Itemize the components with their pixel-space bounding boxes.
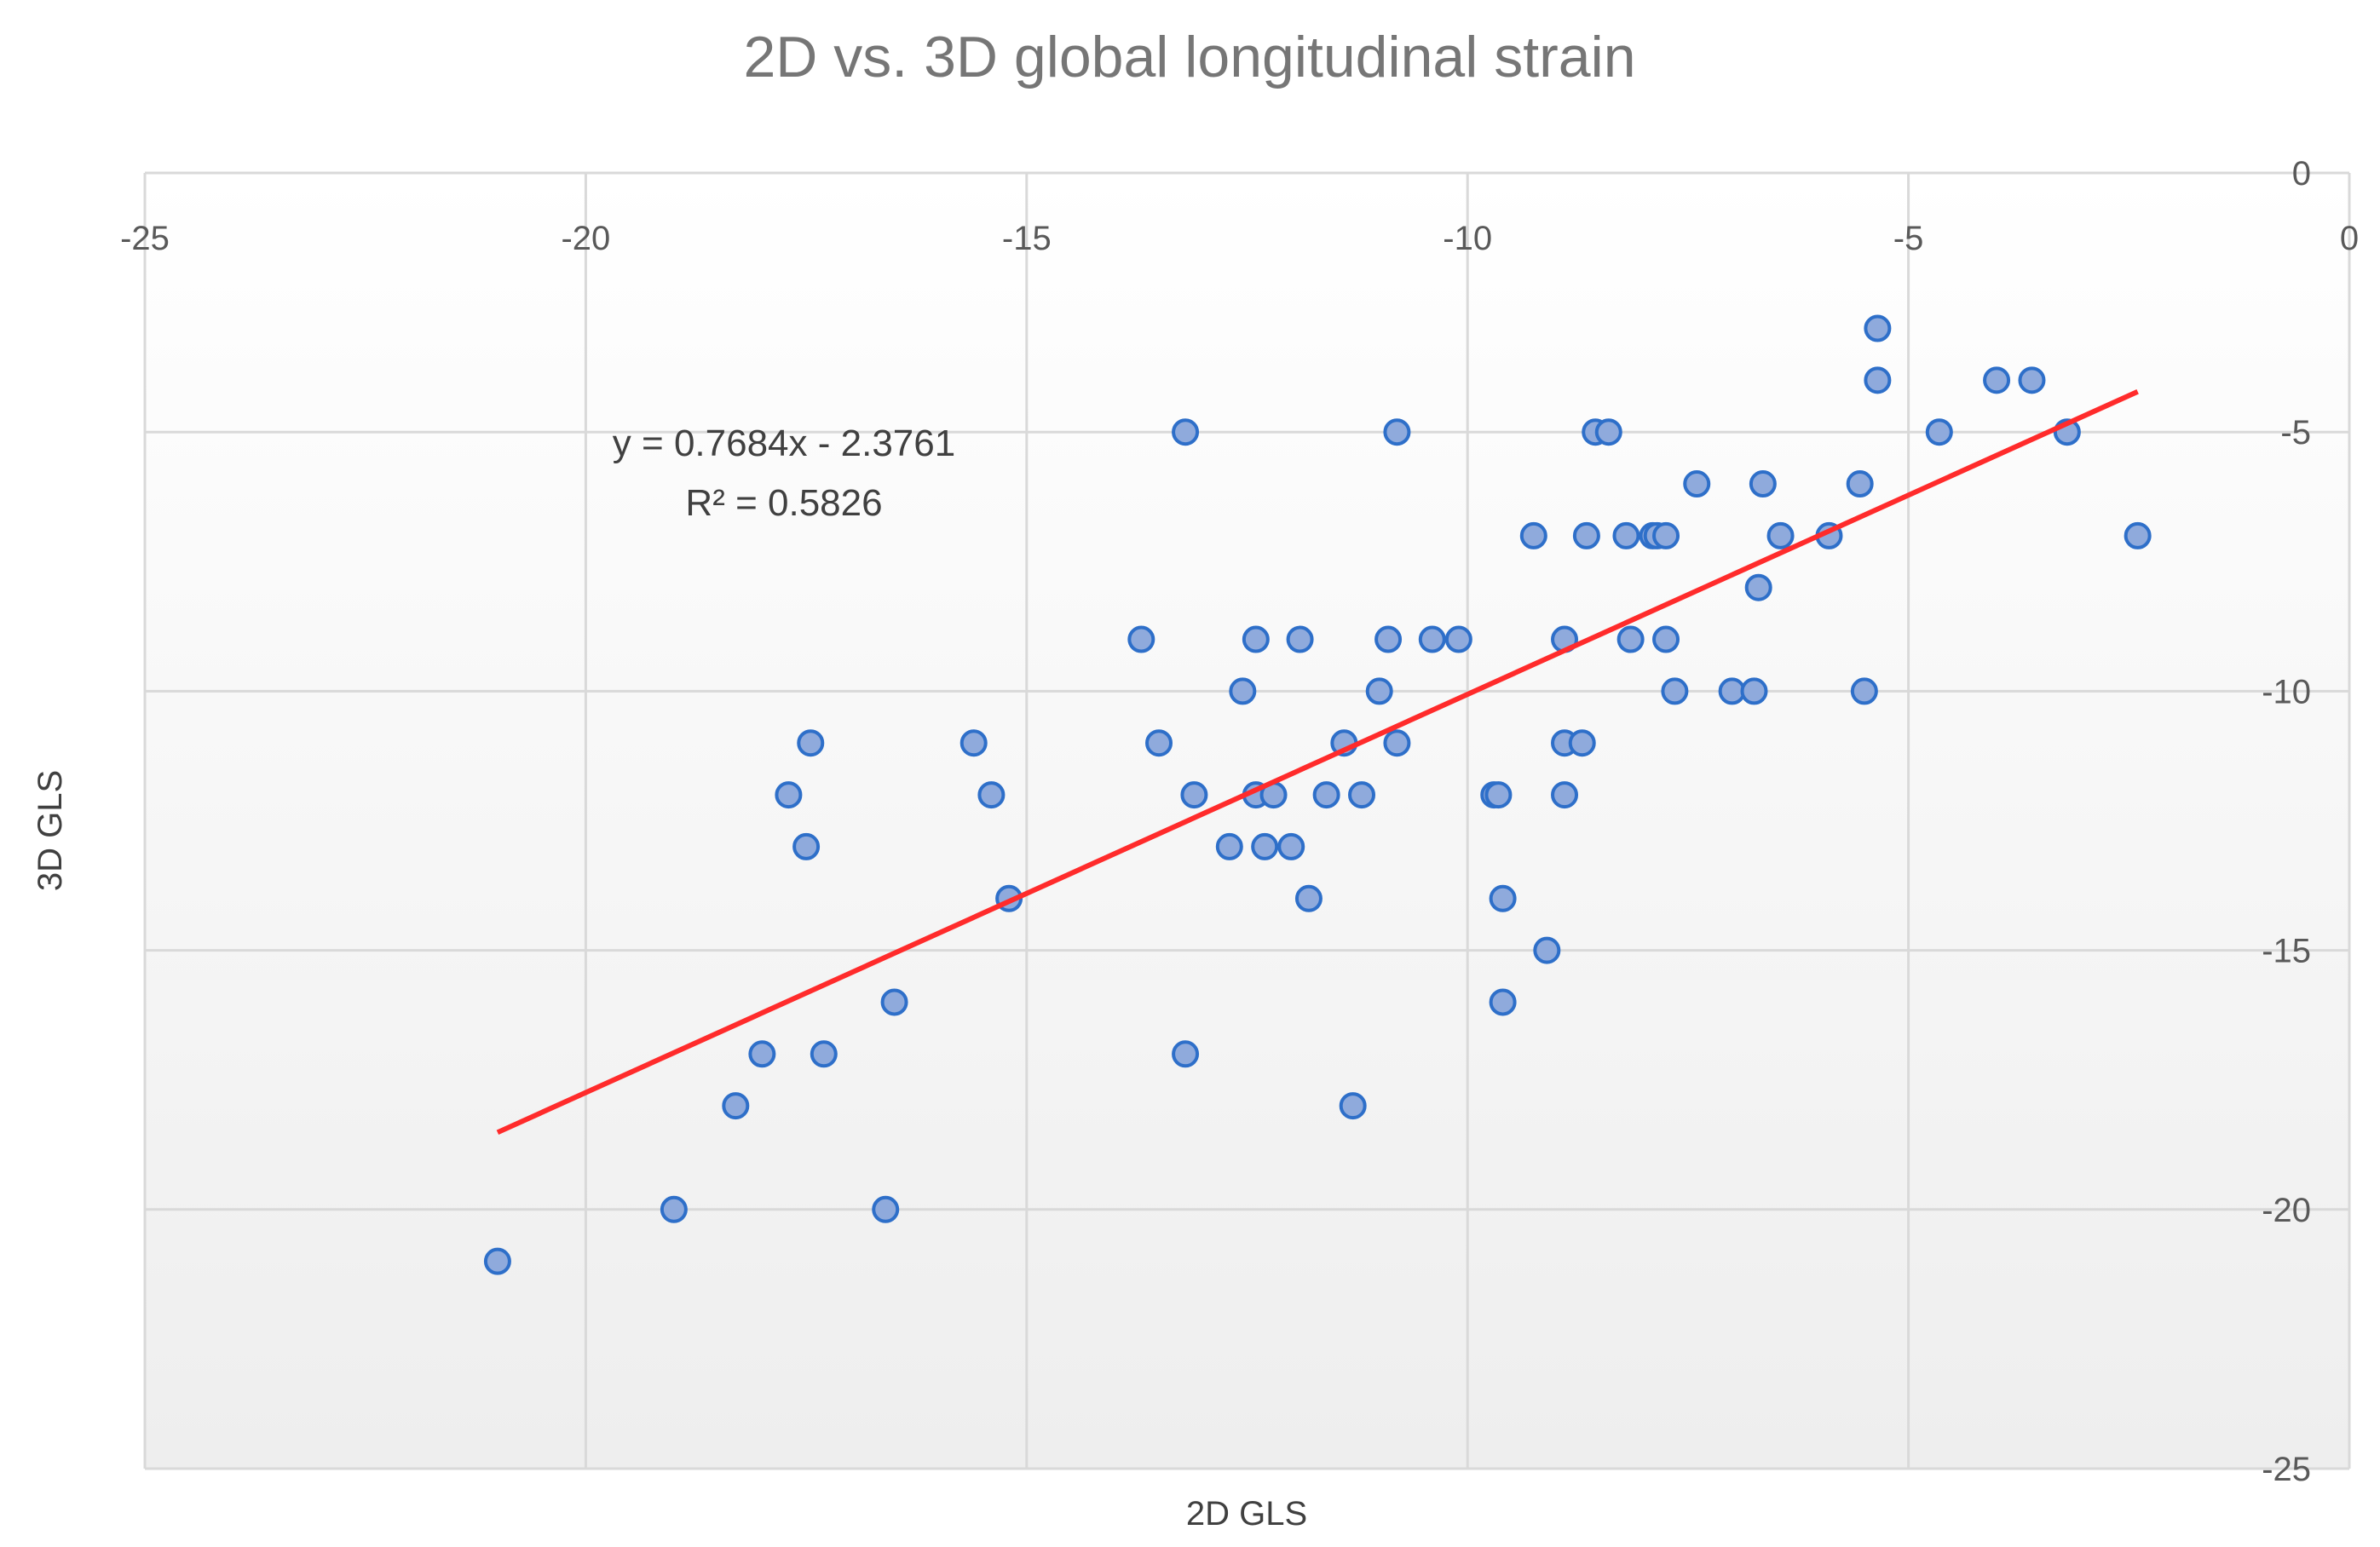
data-point — [1242, 625, 1270, 653]
data-point — [1180, 781, 1208, 809]
data-point — [1229, 677, 1257, 705]
data-point — [1172, 418, 1200, 446]
data-point — [1374, 625, 1403, 653]
data-point — [810, 1040, 838, 1068]
data-point — [1744, 573, 1772, 601]
data-point — [1519, 521, 1547, 549]
x-tick-label: 0 — [2340, 220, 2359, 257]
data-point — [1277, 832, 1305, 860]
data-point — [1312, 781, 1340, 809]
data-point — [1925, 418, 1953, 446]
data-point — [1251, 832, 1279, 860]
data-point — [748, 1040, 776, 1068]
data-points — [483, 314, 2152, 1275]
data-point — [1339, 1092, 1367, 1120]
y-axis-title: 3D GLS — [32, 770, 69, 891]
data-point — [1551, 781, 1579, 809]
data-point — [1418, 625, 1446, 653]
tick-labels: -25 -20 -15 -10 -5 00 -5 -10 -15 -20 -25 — [120, 155, 2359, 1488]
data-point — [775, 781, 803, 809]
x-tick-label: -20 — [561, 220, 610, 257]
trendline-equation: y = 0.7684x - 2.3761 — [613, 423, 955, 464]
trendline-r-squared: R² = 0.5826 — [685, 482, 882, 524]
data-point — [1864, 366, 1892, 394]
data-point — [1348, 781, 1376, 809]
y-tick-label: -15 — [2262, 933, 2311, 970]
data-point — [1484, 781, 1513, 809]
y-tick-label: -20 — [2262, 1192, 2311, 1229]
chart-title: 2D vs. 3D global longitudinal strain — [743, 25, 1635, 89]
data-point — [1145, 729, 1173, 757]
trendline — [496, 389, 2139, 1136]
y-tick-label: -5 — [2280, 414, 2311, 451]
data-point — [1533, 936, 1561, 964]
data-point — [483, 1247, 511, 1275]
data-point — [1286, 625, 1314, 653]
y-tick-label: -10 — [2262, 673, 2311, 710]
x-axis-title: 2D GLS — [1186, 1495, 1307, 1533]
data-point — [1568, 729, 1596, 757]
data-point — [1489, 988, 1517, 1016]
data-point — [977, 781, 1006, 809]
data-point — [1983, 366, 2011, 394]
data-point — [722, 1092, 750, 1120]
data-point — [1652, 521, 1680, 549]
data-point — [1683, 470, 1711, 498]
data-point — [959, 729, 988, 757]
data-point — [2018, 366, 2046, 394]
data-point — [1127, 625, 1155, 653]
data-point — [1383, 729, 1411, 757]
y-tick-label: -25 — [2262, 1451, 2311, 1488]
data-point — [1652, 625, 1680, 653]
x-tick-label: -15 — [1002, 220, 1052, 257]
data-point — [1444, 625, 1472, 653]
data-point — [1718, 677, 1746, 705]
data-point — [792, 832, 821, 860]
data-point — [1616, 625, 1645, 653]
data-point — [1572, 521, 1600, 549]
plot-area — [145, 173, 2349, 1469]
data-point — [1383, 418, 1411, 446]
data-point — [880, 988, 908, 1016]
data-point — [1365, 677, 1393, 705]
data-point — [2124, 521, 2152, 549]
data-point — [1766, 521, 1795, 549]
data-point — [1749, 470, 1777, 498]
data-point — [1612, 521, 1640, 549]
data-point — [1215, 832, 1243, 860]
data-point — [872, 1195, 900, 1223]
data-point — [1489, 884, 1517, 912]
data-point — [1864, 314, 1892, 342]
data-point — [1594, 418, 1622, 446]
data-point — [1294, 884, 1323, 912]
y-tick-label: 0 — [2292, 155, 2311, 193]
x-tick-label: -5 — [1893, 220, 1924, 257]
data-point — [1850, 677, 1878, 705]
data-point — [1740, 677, 1768, 705]
data-point — [1661, 677, 1689, 705]
data-point — [1846, 470, 1874, 498]
data-point — [1172, 1040, 1200, 1068]
x-tick-label: -25 — [120, 220, 170, 257]
x-tick-label: -10 — [1443, 220, 1492, 257]
data-point — [797, 729, 825, 757]
data-point — [660, 1195, 688, 1223]
